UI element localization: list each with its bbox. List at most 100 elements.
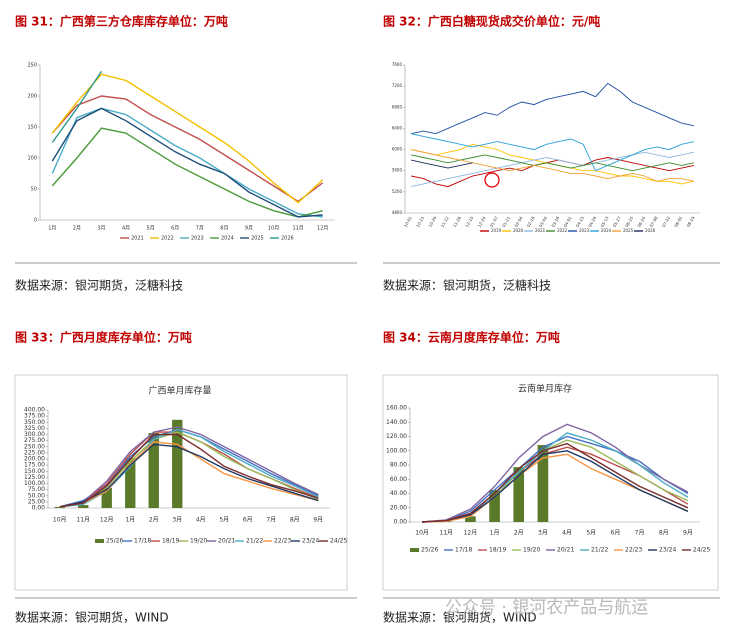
x-tick-label: 12-24 bbox=[476, 215, 486, 228]
x-tick-label: 01-07 bbox=[489, 215, 499, 228]
bar bbox=[125, 458, 136, 508]
y-tick-label: 120.00 bbox=[386, 433, 407, 440]
x-tick-label: 3月 bbox=[172, 517, 182, 524]
x-tick-label: 5月 bbox=[219, 517, 229, 524]
x-tick-label: 12月 bbox=[317, 226, 328, 232]
bar bbox=[172, 419, 183, 508]
legend-label: 20/21 bbox=[218, 538, 235, 545]
y-tick-label: 250 bbox=[27, 63, 37, 69]
x-tick-label: 10月 bbox=[53, 517, 67, 524]
x-tick-label: 02-18 bbox=[526, 215, 536, 228]
y-tick-label: 50 bbox=[31, 187, 37, 193]
bar bbox=[54, 507, 65, 508]
legend-label: 2024 bbox=[221, 236, 234, 242]
x-tick-label: 4月 bbox=[562, 530, 572, 537]
legend-label: 22/23 bbox=[625, 547, 642, 554]
y-tick-label: 125.00 bbox=[24, 474, 45, 481]
figure-caption: 图 34：云南月度库存单位：万吨 bbox=[383, 330, 560, 345]
legend-label: 18/19 bbox=[162, 538, 179, 545]
y-tick-label: 5600 bbox=[392, 168, 403, 173]
series-line bbox=[51, 107, 323, 218]
x-tick-label: 2月 bbox=[514, 530, 524, 537]
x-tick-label: 05-13 bbox=[599, 215, 609, 228]
x-tick-label: 06-10 bbox=[624, 215, 634, 228]
x-tick-label: 6月 bbox=[243, 517, 253, 524]
x-tick-label: 10月 bbox=[268, 226, 279, 232]
y-tick-label: 6000 bbox=[392, 147, 403, 152]
y-tick-label: 200.00 bbox=[24, 456, 45, 463]
x-tick-label: 7月 bbox=[196, 226, 204, 232]
series-line bbox=[51, 107, 323, 218]
legend-label: 2025 bbox=[623, 228, 634, 233]
x-tick-label: 6月 bbox=[611, 530, 621, 537]
legend-label: 2023 bbox=[191, 236, 204, 242]
legend-label: 25/26 bbox=[421, 547, 438, 554]
x-tick-label: 12月 bbox=[100, 517, 114, 524]
y-tick-label: 325.00 bbox=[24, 425, 45, 432]
x-tick-label: 9月 bbox=[313, 517, 323, 524]
series-line bbox=[59, 431, 319, 508]
legend-label: 21/22 bbox=[591, 547, 608, 554]
y-tick-label: 140.00 bbox=[386, 419, 407, 426]
legend-label: 2021 bbox=[535, 228, 546, 233]
figure-caption: 图 32：广西白糖现货成交价单位：元/吨 bbox=[383, 14, 600, 29]
legend-label: 23/24 bbox=[659, 547, 676, 554]
y-tick-label: 150 bbox=[27, 125, 37, 131]
x-tick-label: 8月 bbox=[290, 517, 300, 524]
legend-label: 2026 bbox=[645, 228, 656, 233]
source: 数据来源：银河期货，WIND bbox=[15, 610, 169, 625]
x-tick-label: 11月 bbox=[439, 530, 453, 537]
series-line bbox=[51, 70, 103, 143]
series-line bbox=[422, 450, 689, 523]
x-tick-label: 06-24 bbox=[636, 215, 646, 228]
x-tick-label: 11-12 bbox=[440, 215, 450, 228]
series-line bbox=[59, 443, 319, 508]
legend-label: 2020 bbox=[513, 228, 524, 233]
x-tick-label: 1月 bbox=[125, 517, 135, 524]
series-line bbox=[51, 73, 324, 204]
legend-label: 25/26 bbox=[106, 538, 123, 545]
chart-frame bbox=[382, 374, 719, 591]
series-line bbox=[411, 151, 694, 188]
x-tick-label: 10-29 bbox=[427, 215, 437, 228]
legend-label: 23/24 bbox=[302, 538, 319, 545]
x-tick-label: 01-21 bbox=[501, 215, 511, 228]
legend-label: 17/18 bbox=[134, 538, 151, 545]
highlight-circle bbox=[484, 172, 500, 188]
y-tick-label: 350.00 bbox=[24, 419, 45, 426]
x-tick-label: 11月 bbox=[76, 517, 90, 524]
figure-caption: 图 31：广西第三方仓库库存单位：万吨 bbox=[15, 14, 228, 29]
series-line bbox=[59, 426, 319, 508]
y-tick-label: 7200 bbox=[392, 83, 403, 88]
x-tick-label: 04-29 bbox=[587, 215, 597, 228]
series-line bbox=[411, 159, 473, 169]
y-tick-label: 225.00 bbox=[24, 449, 45, 456]
y-tick-label: 0 bbox=[34, 218, 37, 224]
x-tick-label: 04-15 bbox=[575, 215, 585, 228]
legend-label: 2024 bbox=[601, 228, 612, 233]
chart-title: 广西单月库存量 bbox=[148, 385, 211, 397]
x-tick-label: 08-05 bbox=[673, 215, 683, 228]
legend-label: 21/22 bbox=[246, 538, 263, 545]
x-tick-label: 5月 bbox=[147, 226, 155, 232]
x-tick-label: 9月 bbox=[245, 226, 253, 232]
y-tick-label: 25.00 bbox=[28, 498, 45, 505]
legend-label: 19/20 bbox=[190, 538, 207, 545]
legend-label: 2021 bbox=[131, 236, 144, 242]
x-tick-label: 1月 bbox=[490, 530, 500, 537]
x-tick-label: 10-01 bbox=[403, 215, 413, 228]
x-tick-label: 4月 bbox=[122, 226, 130, 232]
legend-label: 22/23 bbox=[274, 538, 291, 545]
y-tick-label: 150.00 bbox=[24, 468, 45, 475]
x-tick-label: 08-19 bbox=[685, 215, 695, 228]
legend-label: 2023 bbox=[579, 228, 590, 233]
legend-label: 2019 bbox=[491, 228, 502, 233]
y-tick-label: 40.00 bbox=[390, 490, 407, 497]
y-tick-label: 50.00 bbox=[28, 492, 45, 499]
x-tick-label: 3月 bbox=[538, 530, 548, 537]
y-tick-label: 0.00 bbox=[394, 519, 408, 526]
x-tick-label: 8月 bbox=[659, 530, 669, 537]
x-tick-label: 11-26 bbox=[452, 215, 462, 228]
y-tick-label: 60.00 bbox=[390, 476, 407, 483]
